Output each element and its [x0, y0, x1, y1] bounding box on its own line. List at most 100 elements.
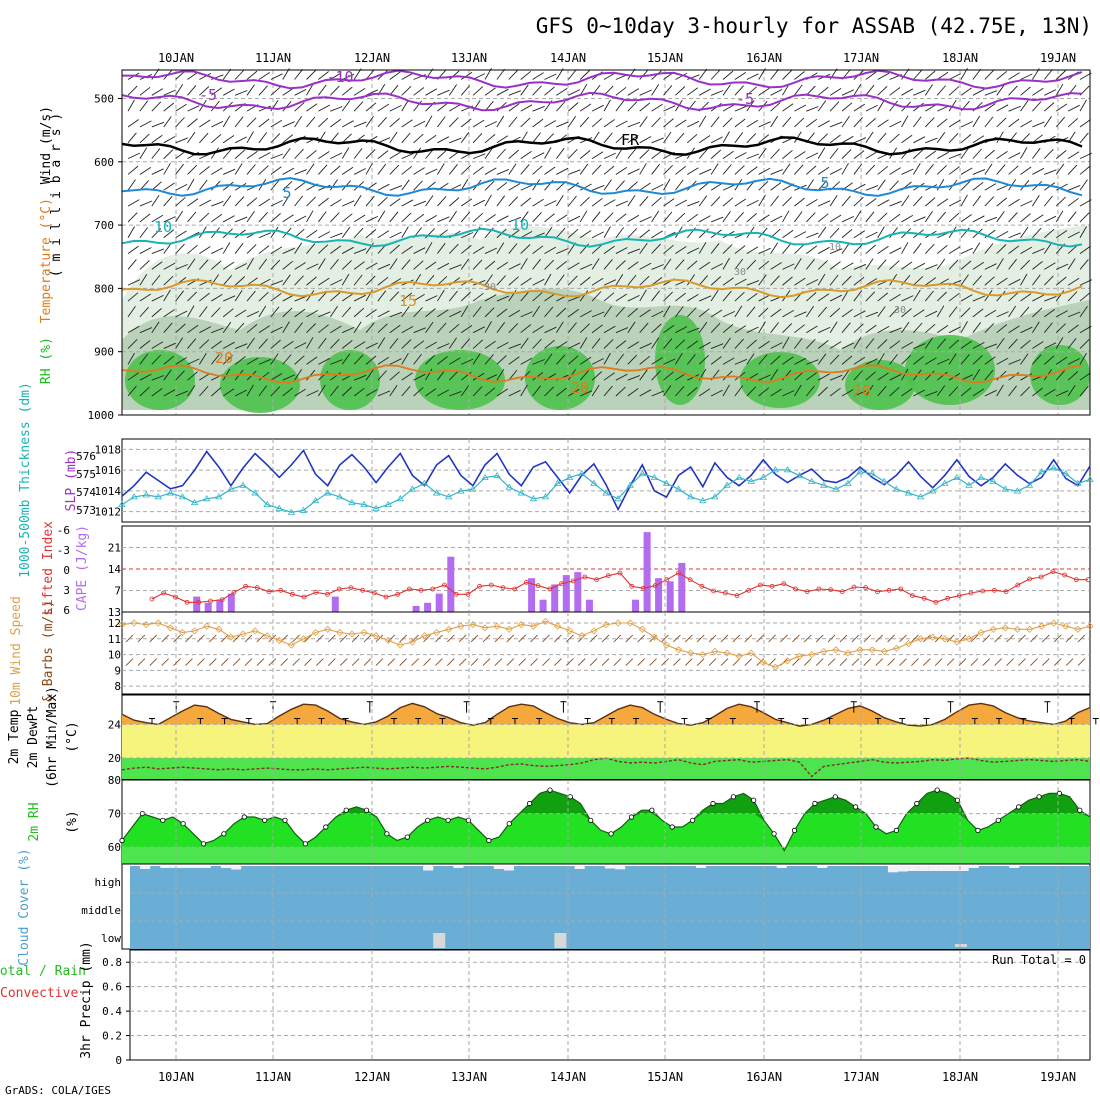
rh-shade-moist — [320, 350, 380, 410]
wind-barb — [913, 136, 926, 144]
wind-barb — [222, 68, 232, 80]
wind-barb — [330, 106, 343, 112]
wind-barb — [294, 295, 307, 302]
wind-barb — [1055, 230, 1068, 239]
wind-barb — [532, 165, 543, 175]
wind-barb — [294, 388, 306, 397]
wind-barb — [389, 104, 402, 112]
wind-barb — [520, 258, 528, 270]
cloud-low-gap — [433, 933, 446, 948]
wind-barb — [1008, 372, 1020, 381]
wind-barb — [901, 168, 914, 175]
wind-barb — [853, 163, 863, 175]
rh-point — [832, 794, 838, 800]
wind-barb — [746, 386, 757, 397]
wind-barb — [794, 131, 802, 144]
wind-speed-point — [1062, 622, 1070, 630]
wind-barb — [925, 310, 938, 318]
wind-barb-sfc — [577, 658, 586, 666]
wind-barb — [829, 294, 842, 302]
wind-barb — [234, 69, 245, 80]
wind-speed-point — [299, 635, 308, 643]
contour-label: 20 — [215, 349, 233, 367]
wind-barb — [353, 194, 362, 207]
wind-barb — [258, 211, 268, 223]
wind-barb — [353, 274, 363, 286]
wind-barb — [270, 86, 281, 96]
wind-barb — [211, 200, 224, 207]
wind-barb — [1043, 148, 1054, 159]
cloud-high-gap — [695, 866, 706, 868]
wind-barb — [698, 261, 711, 270]
slp-axis-label: SLP (mb) — [64, 449, 79, 512]
wind-barb — [615, 227, 625, 239]
wind-barb — [936, 132, 946, 144]
wind-barb — [1043, 242, 1052, 254]
wind-barb — [687, 247, 700, 254]
wind-barb — [889, 133, 900, 144]
wind-barb-sfc — [899, 658, 907, 666]
wind-barb — [663, 118, 674, 128]
wind-barb — [330, 372, 342, 381]
wind-barb — [925, 357, 937, 365]
wind-barb — [806, 106, 819, 112]
wind-barb — [484, 121, 497, 128]
thickness-point — [699, 496, 707, 504]
wind-barb — [639, 369, 648, 381]
wind-barb — [663, 324, 675, 334]
wind-barb — [151, 261, 163, 270]
wind-barb — [151, 134, 163, 144]
wind-barb — [1008, 258, 1017, 270]
wind-barb — [258, 132, 268, 144]
wind-barb — [556, 248, 569, 254]
wind-barb — [508, 116, 518, 128]
wind-barb — [365, 322, 375, 333]
wind-barb — [829, 374, 843, 381]
wind-barb — [710, 163, 719, 175]
wind-barb — [377, 337, 386, 349]
wind-barb — [532, 338, 542, 349]
wind-barb — [865, 164, 876, 175]
cloud-high-gap — [604, 866, 615, 869]
wind-barb — [377, 290, 387, 302]
wind-barb — [556, 321, 564, 333]
wind-barb — [532, 325, 544, 334]
thickness-point — [227, 485, 235, 492]
thickness-point — [360, 500, 368, 508]
wind-barb-sfc — [887, 634, 895, 643]
wind-barb — [675, 212, 686, 223]
wind-barb-sfc — [542, 634, 550, 643]
wind-barb-sfc — [494, 634, 503, 643]
wind-speed-point — [796, 652, 804, 660]
wind-barb — [294, 195, 303, 207]
wind-barb-sfc — [911, 658, 919, 666]
wind-barb — [591, 184, 605, 191]
wind-speed-point — [118, 621, 126, 629]
wind-barb — [936, 245, 948, 254]
wind-barb — [246, 357, 259, 365]
wind-barb — [544, 293, 556, 302]
wind-barb-sfc — [1006, 658, 1014, 666]
wind-barb — [496, 88, 509, 96]
wind-barb — [889, 353, 898, 365]
wind-barb — [924, 243, 935, 254]
wind-barb — [1032, 274, 1041, 286]
wind-barb — [817, 273, 826, 286]
wind-barb — [246, 244, 257, 254]
wind-barb — [746, 166, 758, 175]
wind-barb — [889, 340, 901, 349]
wind-barb — [865, 84, 875, 96]
wind-barb-sfc — [661, 634, 669, 643]
pressure-axis-label: ( m i l l i b a r s ) — [49, 113, 64, 277]
wind-barb — [889, 167, 901, 175]
day-label-top: 19JAN — [1040, 51, 1076, 65]
cape-bar — [331, 596, 339, 612]
day-label-bottom: 18JAN — [942, 1070, 978, 1084]
wind-barb — [937, 358, 950, 365]
wind-barb — [127, 165, 139, 175]
wind-barb — [1008, 165, 1019, 175]
wind-barb — [401, 385, 411, 397]
wind-barb — [413, 386, 424, 397]
thickness-point — [1062, 469, 1070, 477]
wind-barb — [984, 69, 995, 80]
